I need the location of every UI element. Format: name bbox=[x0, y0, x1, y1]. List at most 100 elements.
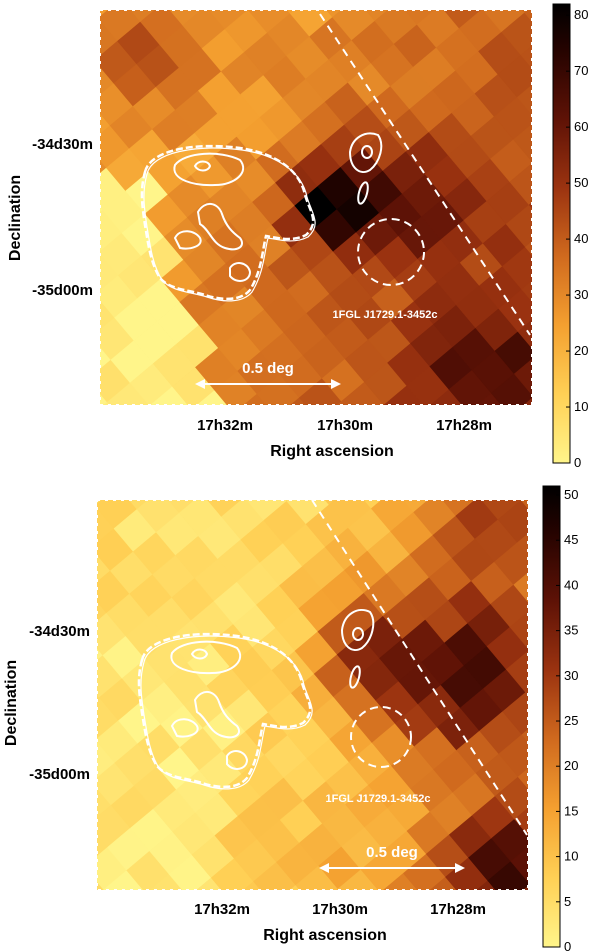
heatmap-pixel bbox=[523, 397, 532, 405]
top-overlay: 1FGL J1729.1-3452c 0.5 deg bbox=[140, 13, 531, 389]
heatmap-pixel bbox=[509, 611, 528, 649]
y-tick-label: -34d30m bbox=[29, 623, 90, 640]
heatmap-pixel bbox=[521, 729, 528, 743]
colorbar-tick-label: 40 bbox=[574, 231, 588, 246]
contour-inner-2 bbox=[193, 160, 212, 172]
colorbar-tick-label: 0 bbox=[564, 939, 571, 951]
heatmap-pixel bbox=[102, 889, 105, 890]
heatmap-pixel bbox=[42, 399, 84, 441]
heatmap-pixel bbox=[46, 802, 88, 844]
heatmap-pixel bbox=[491, 818, 528, 862]
contour-outer bbox=[137, 632, 312, 789]
colorbar-tick-label: 5 bbox=[564, 894, 571, 909]
heatmap-pixel bbox=[443, 10, 482, 29]
heatmap-pixel bbox=[150, 386, 189, 405]
heatmap-pixel bbox=[41, 164, 83, 206]
heatmap-pixel bbox=[61, 422, 103, 464]
colorbar-tick-label: 50 bbox=[564, 487, 578, 502]
heatmap-pixel bbox=[324, 500, 336, 506]
x-axis-label: Right ascension bbox=[270, 443, 394, 460]
contour-hotspot-outer bbox=[340, 609, 375, 651]
heatmap-pixel bbox=[285, 500, 289, 502]
source-label: 1FGL J1729.1-3452c bbox=[326, 793, 431, 805]
colorbar-tick-label: 70 bbox=[574, 63, 588, 78]
heatmap-pixel bbox=[513, 572, 528, 603]
bottom-axes: -34d30m -35d00m 17h32m 17h30m 17h28m Rig… bbox=[3, 623, 486, 944]
heatmap-pixel bbox=[46, 356, 88, 398]
heatmap-pixel bbox=[525, 241, 532, 256]
heatmap-pixel bbox=[337, 869, 379, 890]
bottom-colorbar: 0 5 10 15 20 25 30 35 40 45 50 bbox=[542, 485, 578, 951]
top-colorbar: 0 10 20 30 40 50 60 70 80 bbox=[552, 3, 588, 470]
x-axis-label: Right ascension bbox=[263, 927, 387, 944]
heatmap-pixel bbox=[49, 80, 91, 122]
x-tick-label: 17h32m bbox=[197, 417, 253, 434]
y-tick-label: -35d00m bbox=[32, 282, 93, 299]
contour-inner-3 bbox=[193, 691, 241, 739]
bottom-panel: 1FGL J1729.1-3452c 0.5 deg -34d30m -35d0… bbox=[3, 440, 578, 951]
y-axis-label: Declination bbox=[3, 660, 20, 746]
heatmap-pixel bbox=[341, 381, 385, 405]
heatmap-pixel bbox=[509, 162, 532, 206]
colorbar-tick-label: 80 bbox=[574, 7, 588, 22]
heatmap-pixel bbox=[494, 542, 528, 586]
heatmap-pixel bbox=[501, 12, 532, 56]
heatmap-pixel bbox=[383, 872, 418, 890]
contour-inner-1 bbox=[173, 152, 245, 187]
bottom-heatmap bbox=[45, 440, 528, 935]
heatmap-pixel bbox=[123, 893, 165, 935]
x-tick-label: 17h28m bbox=[436, 417, 492, 434]
galactic-plane-line bbox=[311, 500, 528, 836]
contour-small bbox=[357, 181, 369, 205]
heatmap-pixel bbox=[103, 401, 111, 405]
heatmap-pixel bbox=[196, 877, 222, 890]
heatmap-pixel bbox=[365, 10, 389, 22]
heatmap-pixel bbox=[442, 500, 476, 517]
heatmap-pixel bbox=[494, 776, 528, 820]
heatmap-pixel bbox=[56, 440, 98, 482]
colorbar-tick-label: 30 bbox=[564, 668, 578, 683]
y-axis-label: Declination bbox=[7, 175, 24, 261]
heatmap-pixel bbox=[53, 717, 95, 759]
heatmap-pixel bbox=[505, 204, 532, 248]
heatmap-pixel bbox=[49, 525, 91, 567]
heatmap-pixel bbox=[57, 229, 99, 271]
heatmap-pixel bbox=[208, 10, 249, 30]
contour-hotspot-inner bbox=[352, 627, 364, 641]
colorbar-tick-label: 20 bbox=[564, 758, 578, 773]
source-circle bbox=[357, 218, 425, 286]
heatmap-pixel bbox=[463, 0, 505, 9]
contour-outer-2 bbox=[143, 147, 316, 302]
colorbar-tick-label: 20 bbox=[574, 343, 588, 358]
top-plot-frame bbox=[99, 9, 533, 406]
heatmap-pixel bbox=[497, 54, 532, 98]
top-axes: -34d30m -35d00m 17h32m 17h30m 17h28m Rig… bbox=[7, 136, 492, 460]
heatmap-pixel bbox=[50, 314, 92, 356]
heatmap-pixel bbox=[169, 10, 202, 26]
heatmap-pixel bbox=[502, 246, 532, 290]
colorbar-tick-label: 15 bbox=[564, 803, 578, 818]
x-tick-label: 17h28m bbox=[430, 901, 486, 918]
colorbar-tick-label: 25 bbox=[564, 713, 578, 728]
contour-inner-5 bbox=[226, 750, 249, 770]
top-panel: 1FGL J1729.1-3452c 0.5 deg -34d30m -35d0… bbox=[7, 0, 588, 470]
colorbar-gradient bbox=[542, 485, 561, 948]
heatmap-pixel bbox=[421, 0, 463, 5]
heatmap-pixel bbox=[103, 869, 144, 890]
heatmap-pixel bbox=[403, 500, 429, 513]
colorbar-tick-label: 40 bbox=[564, 577, 578, 592]
y-tick-label: -34d30m bbox=[32, 136, 93, 153]
heatmap-pixel bbox=[45, 567, 87, 609]
heatmap-pixel bbox=[168, 500, 196, 514]
colorbar-gradient bbox=[552, 3, 571, 464]
heatmap-pixel bbox=[430, 389, 463, 405]
heatmap-pixel bbox=[513, 123, 532, 162]
heatmap-pixel bbox=[106, 382, 150, 405]
y-tick-label: -35d00m bbox=[29, 766, 90, 783]
heatmap-pixel bbox=[494, 331, 532, 375]
heatmap-pixel bbox=[498, 288, 532, 333]
heatmap-pixel bbox=[130, 10, 156, 23]
heatmap-pixel bbox=[498, 734, 528, 778]
colorbar-tick-label: 0 bbox=[574, 455, 581, 470]
